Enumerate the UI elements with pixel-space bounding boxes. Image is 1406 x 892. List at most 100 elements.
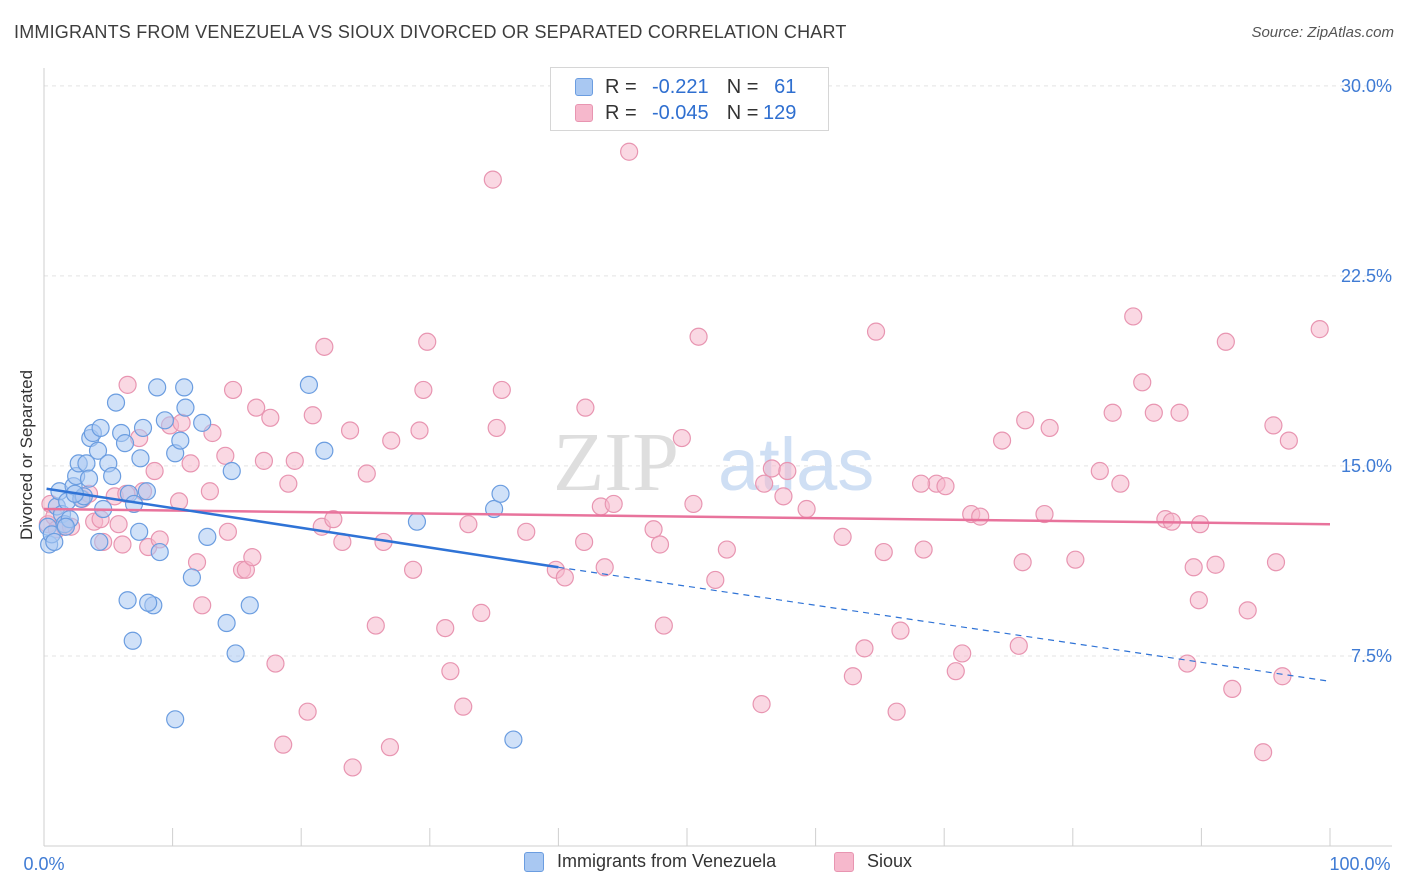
sioux-point	[1066, 550, 1085, 569]
stats-row-venezuela: R = -0.221 N = 61	[575, 75, 796, 99]
sioux-point	[145, 461, 164, 481]
sioux-point	[324, 510, 343, 529]
sioux-point	[274, 735, 293, 754]
sioux-point	[459, 515, 478, 534]
legend-swatch-blue	[524, 851, 544, 872]
sioux-point	[1035, 504, 1054, 524]
venezuela-point	[45, 532, 64, 552]
tick-labels: 0.0% 100.0% 7.5% 15.0% 22.5% 30.0%	[23, 76, 1392, 874]
sioux-point	[1254, 743, 1273, 762]
sioux-point	[672, 428, 691, 448]
venezuela-point	[222, 461, 241, 481]
sioux-point	[410, 421, 429, 440]
sioux-point	[992, 431, 1012, 450]
sioux-point	[1103, 403, 1122, 422]
venezuela-point	[175, 378, 194, 397]
sioux-point	[200, 482, 219, 501]
sioux-point	[418, 332, 437, 351]
sioux-point	[1144, 403, 1163, 422]
x-tick-label-max: 100.0%	[1329, 854, 1390, 874]
sioux-point	[1273, 667, 1292, 686]
sioux-point	[706, 570, 725, 590]
x-tick-label-min: 0.0%	[23, 854, 64, 874]
n-value: 61	[774, 75, 797, 98]
sioux-point	[172, 413, 191, 432]
sioux-point	[454, 697, 473, 716]
y-tick-label: 22.5%	[1341, 266, 1392, 286]
r-value: -0.221	[651, 75, 709, 98]
sioux-point	[243, 548, 262, 567]
y-tick-label: 7.5%	[1351, 646, 1392, 666]
sioux-point	[1184, 558, 1203, 577]
sioux-point	[575, 532, 594, 552]
venezuela-point	[504, 730, 523, 749]
sioux-point	[472, 603, 491, 622]
venezuela-point	[407, 512, 427, 531]
legend-swatch-pink	[834, 851, 854, 872]
sioux-point	[833, 527, 852, 546]
sioux-point	[555, 568, 574, 587]
sioux-point	[1191, 515, 1210, 534]
venezuela-point	[91, 418, 110, 438]
sioux-trend-line	[43, 507, 1331, 526]
sioux-point	[778, 461, 797, 481]
y-tick-label: 30.0%	[1341, 76, 1392, 96]
sioux-point	[492, 380, 511, 400]
sioux-point	[936, 477, 955, 496]
venezuela-point	[139, 593, 158, 612]
venezuela-trend-line	[46, 487, 559, 569]
sioux-point	[644, 520, 663, 539]
sioux-point	[1133, 373, 1152, 392]
sioux-point	[595, 558, 614, 577]
sioux-point	[946, 662, 965, 681]
watermark-atlas: atlas	[718, 423, 874, 506]
venezuela-point	[103, 466, 122, 486]
sioux-point	[797, 499, 816, 519]
source-label: Source: ZipAtlas.com	[1251, 24, 1394, 41]
sioux-point	[298, 702, 317, 721]
sioux-point	[1310, 320, 1329, 339]
n-label: N =	[726, 75, 759, 98]
sioux-point	[654, 616, 673, 635]
trend-lines	[43, 487, 1331, 682]
venezuela-point	[56, 517, 75, 536]
sioux-point	[752, 695, 771, 714]
venezuela-point	[150, 542, 169, 562]
sioux-point	[874, 542, 893, 562]
r-label: R =	[605, 75, 637, 98]
watermark: ZIP atlas	[553, 416, 874, 509]
legend-swatch-blue	[575, 78, 593, 96]
sioux-point	[441, 662, 460, 681]
venezuela-point	[182, 568, 201, 587]
sioux-point	[1238, 601, 1257, 620]
sioux-point	[762, 459, 781, 478]
sioux-point	[187, 553, 207, 572]
sioux-point	[1223, 679, 1242, 699]
sioux-point	[1090, 461, 1109, 481]
sioux-point	[914, 540, 933, 559]
venezuela-point	[155, 411, 174, 430]
sioux-point	[216, 446, 235, 465]
venezuela-point	[130, 522, 149, 541]
sioux-point	[1189, 591, 1208, 610]
sioux-point	[717, 540, 736, 559]
sioux-point	[620, 142, 639, 161]
venezuela-point	[131, 449, 150, 468]
sioux-point	[843, 667, 862, 686]
sioux-point	[247, 398, 266, 417]
sioux-point	[1178, 654, 1197, 673]
venezuela-point	[217, 613, 236, 633]
sioux-point	[315, 337, 334, 356]
venezuela-point	[171, 431, 190, 450]
sioux-point	[1040, 418, 1059, 438]
venezuela-point	[133, 418, 153, 438]
axes	[43, 68, 1392, 847]
sioux-point	[343, 758, 362, 777]
venezuela-point	[118, 591, 137, 610]
sioux-point	[887, 702, 906, 721]
series-legend: Immigrants from Venezuela Sioux	[0, 851, 1406, 877]
sioux-point	[254, 451, 274, 470]
sioux-point	[1266, 553, 1286, 572]
sioux-point	[774, 487, 793, 506]
